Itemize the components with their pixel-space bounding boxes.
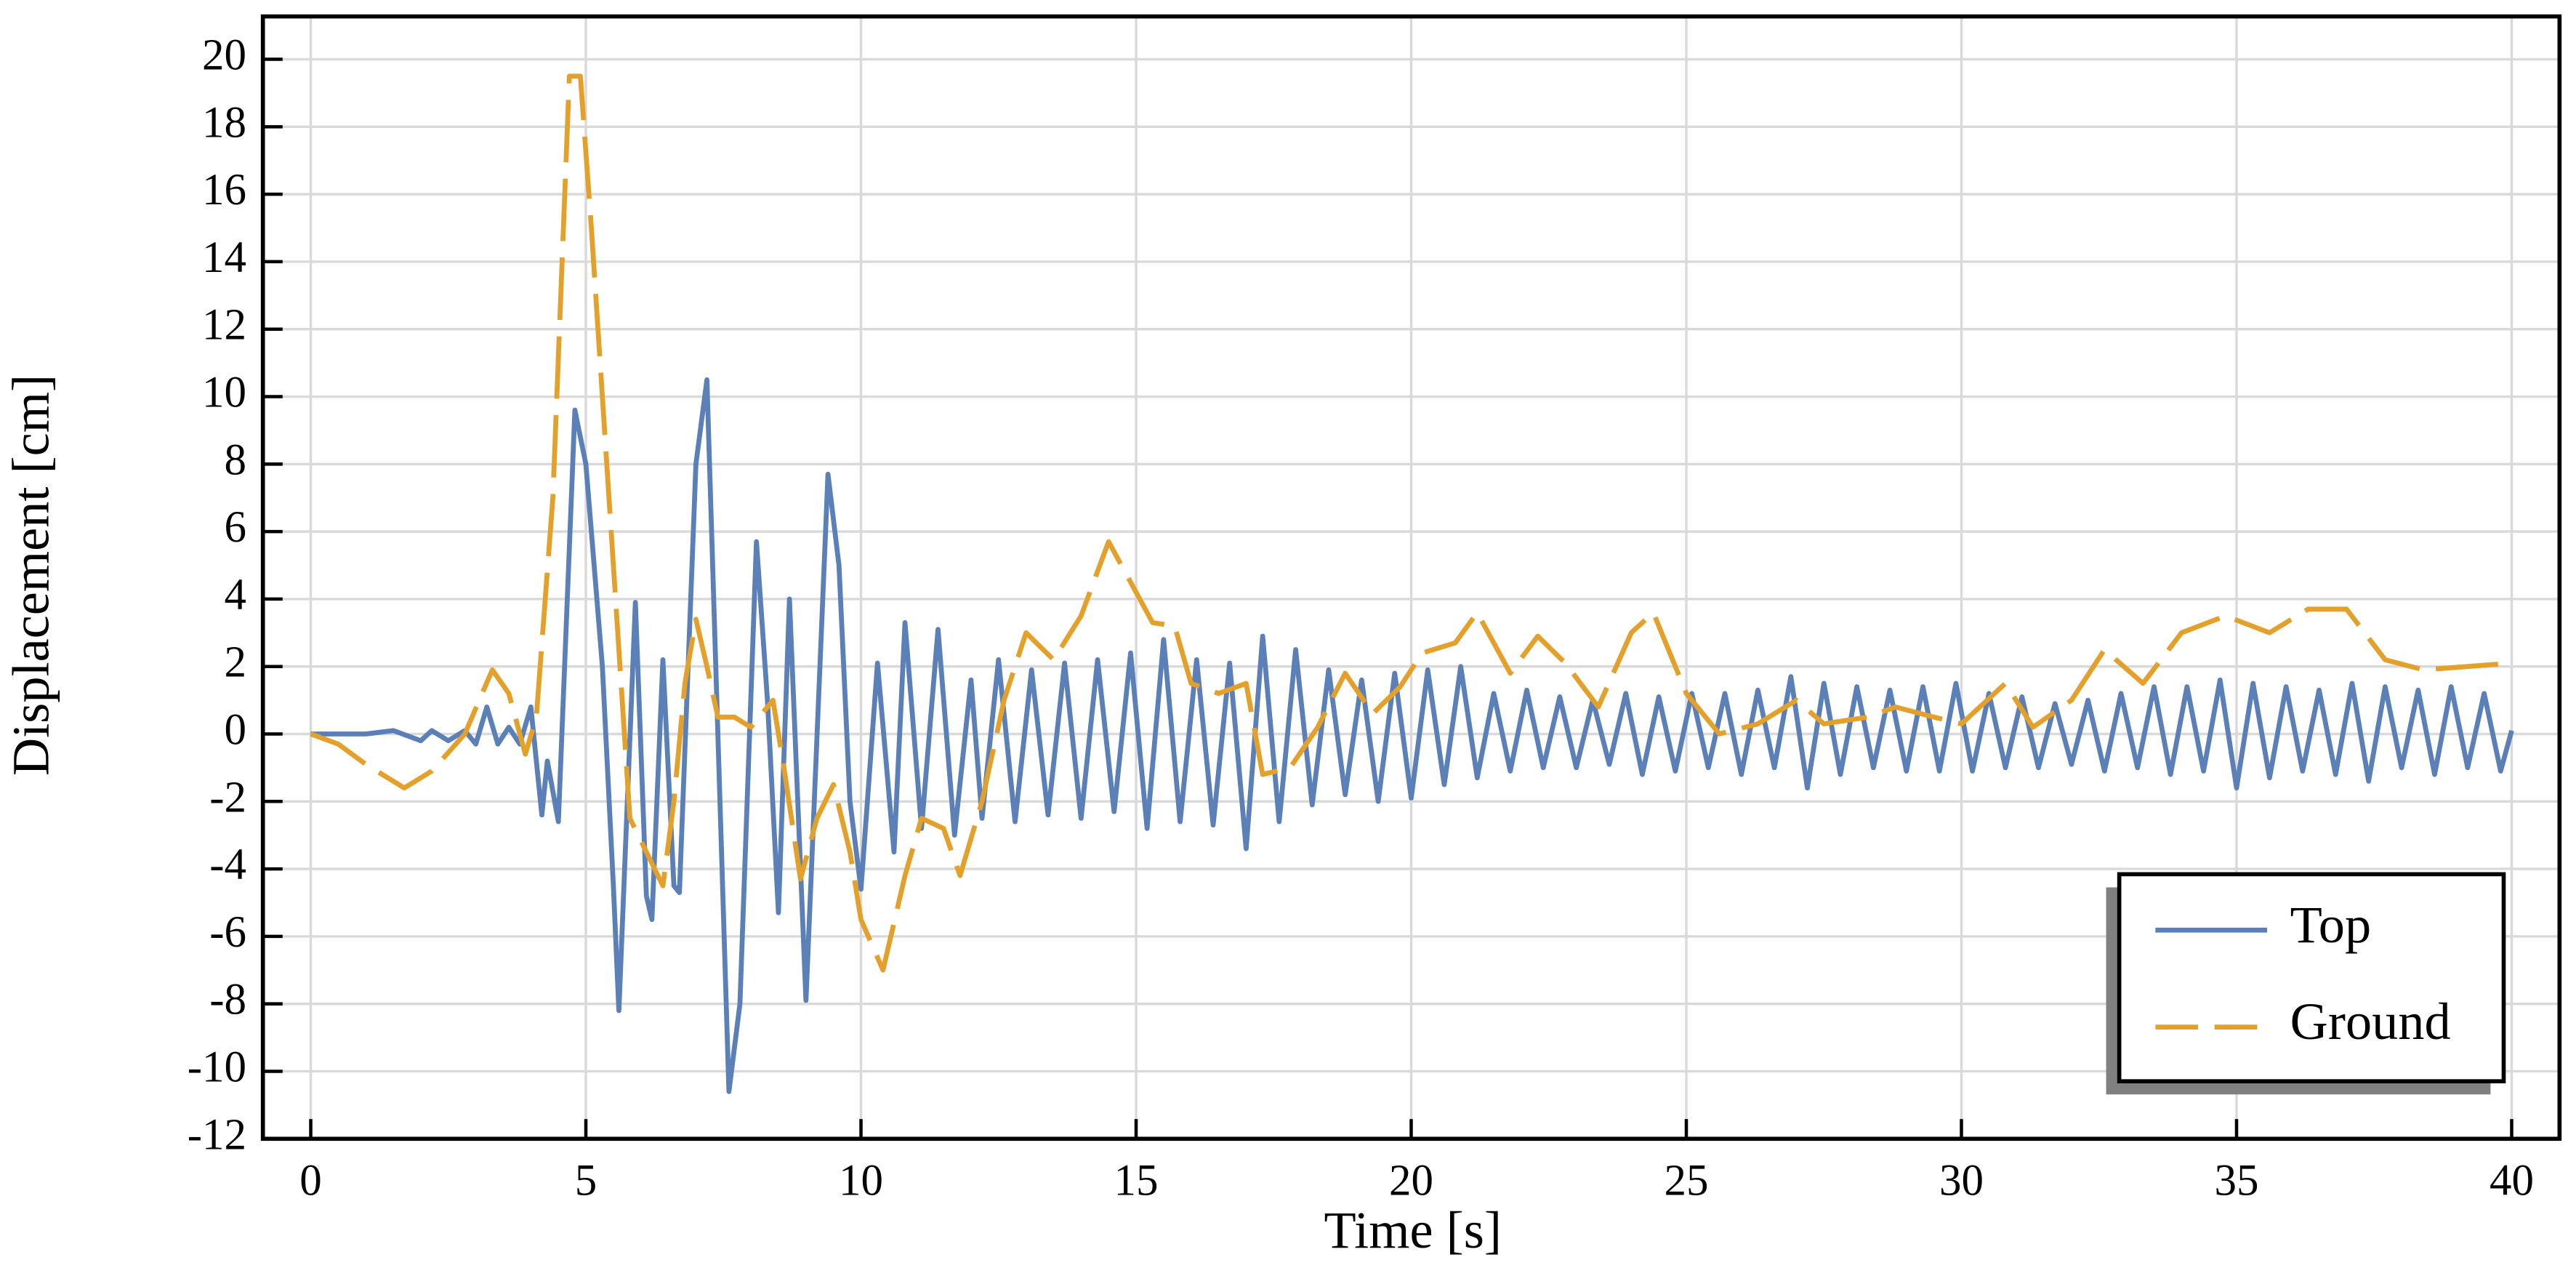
y-tick-label: 0 [225,705,247,754]
y-tick-label: 14 [202,233,246,282]
y-axis-title: Displacement [cm] [1,374,60,776]
x-tick-label: 35 [2214,1157,2258,1205]
legend-box [2117,872,2506,1083]
legend-label: Top [2290,896,2371,954]
y-tick-label: -12 [188,1110,246,1159]
y-tick-label: -10 [188,1043,246,1091]
y-tick-label: 12 [202,301,246,350]
x-tick-label: 15 [1114,1157,1159,1205]
y-tick-label: 16 [202,166,246,214]
plot-frame [260,14,2562,1141]
x-tick-label: 20 [1389,1157,1433,1205]
y-tick-label: -2 [209,773,246,822]
y-tick-label: 2 [225,638,247,687]
y-tick-label: 18 [202,98,246,147]
y-tick-label: 20 [202,31,246,80]
y-tick-label: -8 [209,976,246,1024]
x-tick-label: 5 [575,1157,597,1205]
x-tick-label: 10 [839,1157,883,1205]
legend-label: Ground [2290,992,2451,1051]
y-tick-label: -6 [209,908,246,957]
y-tick-label: 6 [225,503,247,552]
x-tick-label: 0 [299,1157,322,1205]
x-tick-label: 40 [2490,1157,2534,1205]
series-line [310,377,2514,1094]
x-tick-label: 25 [1664,1157,1708,1205]
x-axis-title: Time [s] [1324,1201,1502,1259]
series-line [310,73,2512,973]
y-tick-label: 8 [225,436,247,484]
y-tick-label: -4 [209,840,246,889]
y-tick-label: 10 [202,369,246,417]
x-tick-label: 30 [1939,1157,1984,1205]
y-tick-label: 4 [225,571,247,619]
